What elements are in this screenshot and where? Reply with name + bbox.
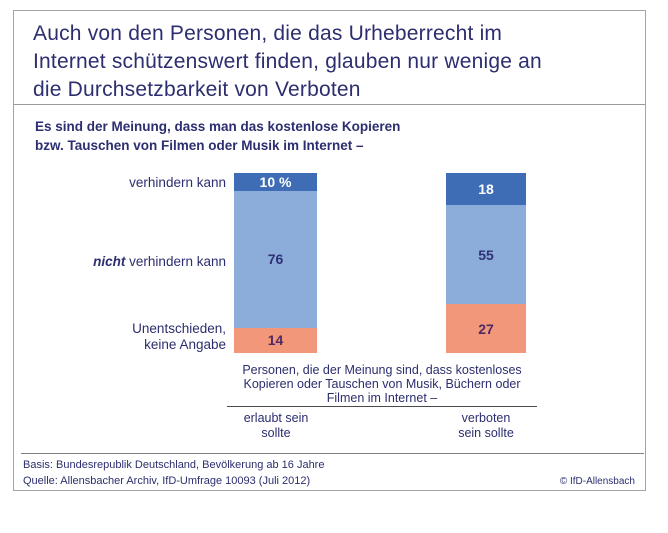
row-label-unentschieden-line-1: Unentschieden, <box>132 321 226 336</box>
bar-segment-verhindern-kann: 10 % <box>234 173 317 191</box>
footer-basis: Basis: Bundesrepublik Deutschland, Bevöl… <box>23 459 325 471</box>
chart-subtitle-line-2: bzw. Tauschen von Filmen oder Musik im I… <box>35 137 364 153</box>
annotation-separator-line <box>227 406 537 407</box>
bar-value-label: 27 <box>478 320 494 337</box>
chart-frame: Auch von den Personen, die das Urheberre… <box>13 10 646 491</box>
category-annotation: Personen, die der Meinung sind, dass kos… <box>226 363 538 405</box>
footer-separator-line <box>21 453 644 454</box>
bar-segment-nicht-verhindern-kann: 76 <box>234 191 317 328</box>
bar-value-label: 14 <box>267 332 284 349</box>
footer-copyright: © IfD-Allensbach <box>559 476 635 487</box>
chart-title-line-1: Auch von den Personen, die das Urheberre… <box>33 22 503 45</box>
chart-title-line-3: die Durchsetzbarkeit von Verboten <box>33 77 361 101</box>
chart-subtitle: Es sind der Meinung, dass man das kosten… <box>35 118 400 156</box>
column-label-verboten-sein-sollte: verboten sein sollte <box>421 411 551 441</box>
bar-value-label: 18 <box>478 181 494 198</box>
row-label-unentschieden: Unentschieden, keine Angabe <box>14 321 226 353</box>
row-label-text: verhindern kann <box>129 175 226 190</box>
bar-value-label: 10 % <box>259 174 292 190</box>
row-label-rest: verhindern kann <box>125 254 226 269</box>
row-label-nicht-verhindern-kann: nicht verhindern kann <box>14 254 226 270</box>
bar-segment-unentschieden-keine-angabe: 14 <box>234 327 317 353</box>
bar-value-label: 76 <box>267 251 284 268</box>
title-separator-line <box>14 104 645 105</box>
chart-title: Auch von den Personen, die das Urheberre… <box>33 20 633 104</box>
chart-title-line-2: Internet schützenswert finden, glauben n… <box>33 49 542 73</box>
category-annotation-line-1: Personen, die der Meinung sind, dass kos… <box>242 363 522 377</box>
bar-segment-verhindern-kann: 18 <box>446 173 526 206</box>
stacked-bar-erlaubt-sein-sollte: 10 % 76 14 <box>234 173 317 353</box>
bar-segment-nicht-verhindern-kann: 55 <box>446 205 526 305</box>
row-label-nicht-italic: nicht <box>93 254 126 269</box>
column-label-left-line-2: sollte <box>261 426 291 440</box>
column-label-right-line-2: sein sollte <box>458 426 514 440</box>
chart-subtitle-line-1: Es sind der Meinung, dass man das kosten… <box>35 119 401 134</box>
category-annotation-line-3: Filmen im Internet – <box>326 391 438 405</box>
bar-value-label: 55 <box>478 246 494 263</box>
column-label-left-line-1: erlaubt sein <box>243 411 309 425</box>
row-label-unentschieden-line-2: keine Angabe <box>144 337 226 352</box>
column-label-right-line-1: verboten <box>461 411 511 425</box>
footer-quelle: Quelle: Allensbacher Archiv, IfD-Umfrage… <box>23 475 311 487</box>
stacked-bar-verboten-sein-sollte: 18 55 27 <box>446 173 526 353</box>
row-label-verhindern-kann: verhindern kann <box>14 175 226 191</box>
category-annotation-line-2: Kopieren oder Tauschen von Musik, Bücher… <box>243 377 521 391</box>
bar-segment-unentschieden-keine-angabe: 27 <box>446 304 526 353</box>
column-label-erlaubt-sein-sollte: erlaubt sein sollte <box>211 411 341 441</box>
